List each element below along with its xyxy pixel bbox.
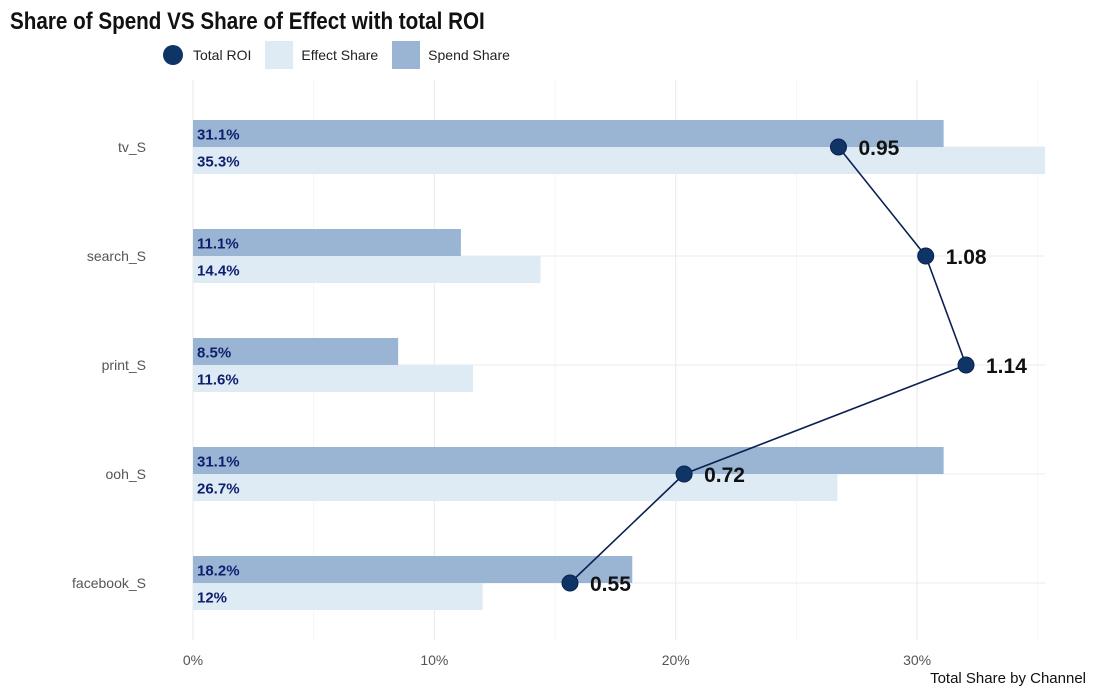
- legend-item-effect-share: Effect Share: [265, 41, 378, 69]
- legend-label-effect-share: Effect Share: [301, 47, 379, 63]
- bar-effect-share: [193, 365, 473, 392]
- bar-effect-share: [193, 474, 838, 501]
- bar-label-spend-share: 31.1%: [197, 454, 240, 471]
- legend-item-total-roi: Total ROI: [163, 45, 251, 65]
- y-tick-label: tv_S: [118, 139, 146, 155]
- roi-point: [829, 138, 847, 156]
- bar-label-effect-share: 26.7%: [197, 481, 240, 498]
- roi-label: 0.95: [858, 137, 899, 160]
- roi-label: 1.14: [986, 355, 1027, 378]
- bar-label-spend-share: 31.1%: [197, 127, 240, 144]
- bar-effect-share: [193, 147, 1045, 174]
- y-tick-label: facebook_S: [72, 575, 146, 591]
- bars: [193, 120, 1045, 610]
- bar-labels: 31.1% 35.3% 11.1% 14.4% 8.5% 11.6% 31.1% 26.7% 1…: [197, 127, 240, 607]
- bar-label-spend-share: 18.2%: [197, 563, 240, 580]
- legend-swatch-total-roi: [163, 45, 183, 65]
- bar-spend-share: [193, 120, 944, 147]
- y-tick-label: print_S: [102, 357, 146, 373]
- roi-series: 0.95 1.08 1.14 0.72 0.55: [561, 137, 1027, 596]
- bar-effect-share: [193, 256, 541, 283]
- roi-point: [675, 465, 693, 483]
- legend-item-spend-share: Spend Share: [392, 41, 510, 69]
- legend-swatch-spend-share: [392, 41, 421, 69]
- legend-label-spend-share: Spend Share: [428, 47, 510, 63]
- bar-label-effect-share: 12%: [197, 590, 227, 607]
- legend: Total ROI Effect Share Spend Share: [163, 41, 524, 69]
- bar-effect-share: [193, 583, 483, 610]
- roi-label: 0.72: [704, 464, 745, 487]
- bar-label-spend-share: 11.1%: [197, 236, 239, 253]
- roi-point: [561, 574, 579, 592]
- legend-label-total-roi: Total ROI: [193, 47, 252, 63]
- x-tick-label: 30%: [903, 652, 931, 668]
- bar-label-effect-share: 14.4%: [197, 263, 240, 280]
- bar-label-effect-share: 35.3%: [197, 154, 240, 171]
- legend-swatch-effect-share: [265, 41, 294, 69]
- y-tick-label: search_S: [87, 248, 146, 264]
- axes: 0% 10% 20% 30% tv_S search_S print_S ooh_Sfaceb…: [72, 139, 931, 668]
- bar-label-effect-share: 11.6%: [197, 372, 239, 389]
- bar-spend-share: [193, 447, 944, 474]
- roi-point: [917, 247, 935, 265]
- bar-spend-share: [193, 229, 461, 256]
- roi-label: 1.08: [946, 246, 987, 269]
- x-axis-title: Total Share by Channel: [930, 670, 1086, 687]
- chart-title: Share of Spend VS Share of Effect with t…: [10, 8, 485, 35]
- roi-label: 0.55: [590, 573, 631, 596]
- bar-spend-share: [193, 556, 633, 583]
- x-tick-label: 20%: [662, 652, 690, 668]
- bar-label-spend-share: 8.5%: [197, 345, 231, 362]
- roi-point: [957, 356, 975, 374]
- bar-spend-share: [193, 338, 399, 365]
- x-tick-label: 10%: [420, 652, 448, 668]
- y-tick-label: ooh_S: [106, 466, 146, 482]
- x-tick-label: 0%: [183, 652, 203, 668]
